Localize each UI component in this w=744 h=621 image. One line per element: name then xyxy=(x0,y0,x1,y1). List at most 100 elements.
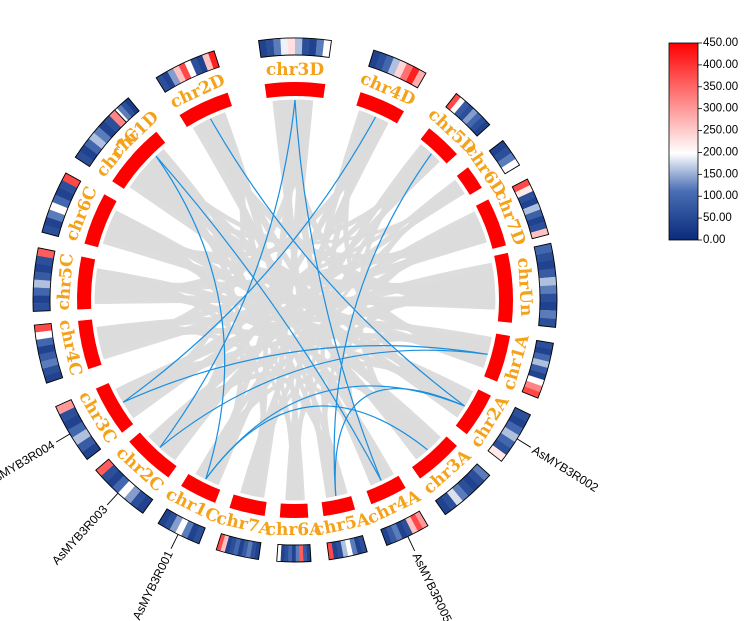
heatmap-cell xyxy=(79,144,98,161)
heatmap-frame-chrUn xyxy=(533,242,558,328)
heatmap-cell xyxy=(178,62,192,81)
legend-tick-label: 50.00 xyxy=(703,212,732,224)
chromosome-chr7A xyxy=(229,494,267,516)
heatmap-cell xyxy=(400,518,413,537)
heatmap-cell xyxy=(530,228,549,239)
heatmap-cell xyxy=(458,104,474,121)
gene-label-AsMYB3R003: AsMYB3R003 xyxy=(49,502,110,567)
heatmap-cell xyxy=(538,268,556,279)
heatmap-cell xyxy=(469,116,486,133)
chromosome-chr5A xyxy=(321,496,356,517)
heatmap-cell xyxy=(129,490,147,509)
heatmap-cell xyxy=(62,172,81,188)
gene-leader-line xyxy=(106,492,119,506)
heatmap-cell xyxy=(280,544,286,562)
synteny-ribbon xyxy=(95,268,303,501)
gene-link xyxy=(205,385,465,480)
gene-link xyxy=(122,345,488,403)
heatmap-cell xyxy=(445,93,461,111)
heatmap-cell xyxy=(393,60,408,79)
heatmap-frame-chr7D xyxy=(511,178,550,240)
heatmap-cell xyxy=(42,364,61,377)
heatmap-cell xyxy=(399,63,414,82)
heatmap-cell xyxy=(190,57,203,76)
color-legend: 450.00 400.00 350.00 300.00 250.00 200.00 150.… xyxy=(668,37,738,246)
heatmap-cell xyxy=(232,537,241,556)
heatmap-cell xyxy=(36,337,55,348)
heatmap-cell xyxy=(291,544,296,562)
heatmap-cell xyxy=(493,146,512,163)
heatmap-cell xyxy=(184,59,198,78)
chromosome-chr7C xyxy=(112,141,155,189)
legend-colorbar xyxy=(668,42,699,241)
heatmap-cell xyxy=(335,540,344,559)
heatmap-cell xyxy=(72,428,92,446)
chromosome-chr1C xyxy=(181,473,221,503)
gene-label-AsMYB3R001: AsMYB3R001 xyxy=(130,548,176,621)
heatmap-cell xyxy=(315,38,325,57)
heatmap-cell xyxy=(531,357,550,369)
heatmap-cell xyxy=(405,516,419,535)
heatmap-cell xyxy=(245,540,253,559)
heatmap-frame-chr5A xyxy=(326,534,368,561)
heatmap-cell xyxy=(34,323,52,333)
heatmap-cell xyxy=(446,488,463,506)
chromosome-label-chrUn: chrUn xyxy=(513,257,536,317)
heatmap-cell xyxy=(533,352,552,363)
heatmap-cell xyxy=(287,544,293,562)
heatmap-cell xyxy=(95,458,114,477)
heatmap-cell xyxy=(33,271,52,281)
gene-label-AsMYB3R005: AsMYB3R005 xyxy=(410,551,455,621)
heatmap-cell xyxy=(526,215,546,227)
gene-label-AsMYB3R004: AsMYB3R004 xyxy=(0,437,57,488)
synteny-ribbon xyxy=(96,323,345,496)
heatmap-cell xyxy=(196,54,209,74)
heatmap-cell xyxy=(524,380,543,393)
heatmap-cell xyxy=(33,287,51,296)
legend-tick-label: 200.00 xyxy=(703,146,738,158)
heatmap-cell xyxy=(172,65,187,84)
heatmap-cell xyxy=(63,414,83,431)
heatmap-cell xyxy=(186,523,200,542)
chromosome-chr7D xyxy=(475,199,507,249)
heatmap-frame-chr3A xyxy=(434,463,491,516)
heatmap-cell xyxy=(473,120,490,137)
heatmap-cell xyxy=(534,346,553,356)
chromosome-chr6D xyxy=(456,167,482,195)
heatmap-cell xyxy=(180,520,194,539)
heatmap-cell xyxy=(465,112,483,129)
heatmap-cell xyxy=(526,375,545,387)
heatmap-cell xyxy=(163,511,178,530)
chromosome-label-chr6A: chr6A xyxy=(266,520,324,540)
heatmap-cell xyxy=(409,513,424,532)
heatmap-cell xyxy=(511,407,531,423)
heatmap-frame-chr3C xyxy=(55,399,102,461)
gene-link xyxy=(209,118,465,407)
heatmap-cell xyxy=(539,276,557,287)
heatmap-cell xyxy=(440,492,458,511)
heatmap-cell xyxy=(124,97,140,115)
heatmap-cell xyxy=(308,38,318,56)
heatmap-cell xyxy=(192,525,206,544)
heatmap-cell xyxy=(220,534,230,553)
heatmap-cell xyxy=(414,511,428,529)
legend-tick-label: 400.00 xyxy=(703,59,738,71)
heatmap-frame-chr4C xyxy=(33,322,64,384)
heatmap-cell xyxy=(249,541,257,559)
heatmap-cell xyxy=(492,439,511,456)
heatmap-frame-chr6D xyxy=(488,139,521,175)
heatmap-cell xyxy=(524,209,544,222)
heatmap-frame-chr2D xyxy=(155,50,220,93)
gene-link xyxy=(334,388,465,496)
heatmap-frame-chr7C xyxy=(74,109,127,168)
heatmap-cell xyxy=(93,126,112,144)
synteny-ribbon xyxy=(143,160,245,484)
heatmap-cell xyxy=(167,68,181,87)
heatmap-cell xyxy=(522,386,541,399)
heatmap-cell xyxy=(116,104,133,121)
synteny-links xyxy=(94,99,496,501)
heatmap-cell xyxy=(539,285,557,295)
heatmap-cell xyxy=(258,39,268,58)
heatmap-cell xyxy=(59,406,79,423)
heatmap-cell xyxy=(136,494,153,514)
